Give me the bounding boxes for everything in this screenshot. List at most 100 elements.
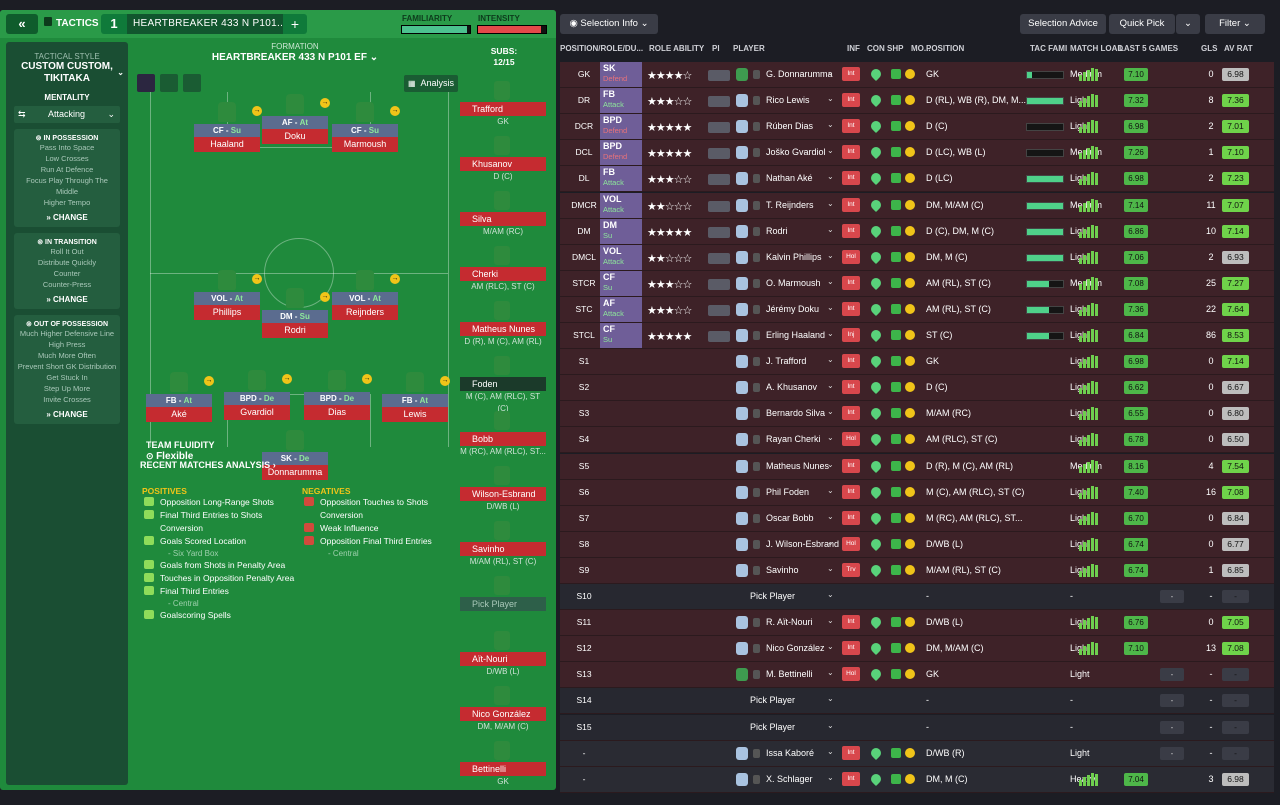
position-slot[interactable]: DL <box>578 173 590 184</box>
pick-player-dropdown[interactable]: Pick Player <box>750 721 796 732</box>
sub-name[interactable]: Nico González <box>460 707 546 721</box>
chevron-down-icon[interactable]: ⌄ <box>827 302 834 312</box>
sub-name[interactable]: Bobb <box>460 432 546 446</box>
position-slot[interactable]: S15 <box>576 721 592 732</box>
role-duty[interactable]: CF Su <box>600 270 642 296</box>
table-row[interactable]: S3 Bernardo Silva ⌄ Int M/AM (RC) Light 6.55 0 6… <box>560 401 1274 428</box>
column-header[interactable]: MATCH LOAD <box>1070 44 1124 53</box>
add-tactic-button[interactable]: + <box>283 14 307 34</box>
position-slot[interactable]: S7 <box>578 512 590 523</box>
column-header[interactable]: SHP <box>887 44 904 53</box>
chevron-down-icon[interactable]: ⌄ <box>827 772 834 782</box>
chevron-down-icon[interactable]: ⌄ <box>827 381 834 391</box>
player-name[interactable]: Issa Kaboré <box>766 747 815 758</box>
player-instructions-icon[interactable] <box>708 331 730 342</box>
player-name[interactable]: Rúben Dias <box>766 121 814 132</box>
position-slot[interactable]: S4 <box>578 434 590 445</box>
player-name[interactable]: Rico Lewis <box>766 95 810 106</box>
instruction-badge-icon[interactable]: → <box>252 274 262 284</box>
instruction-badge-icon[interactable]: → <box>320 292 330 302</box>
position-slot[interactable]: STCR <box>572 277 596 288</box>
sub-name[interactable]: Wilson-Esbrand <box>460 487 546 501</box>
position-slot[interactable]: DCL <box>575 147 593 158</box>
player-role[interactable]: CF - Su <box>332 124 398 137</box>
position-slot[interactable]: S11 <box>576 617 592 628</box>
position-slot[interactable]: S13 <box>576 669 592 680</box>
position-slot[interactable]: DMCR <box>571 199 597 210</box>
quick-pick-button[interactable]: Quick Pick <box>1109 14 1175 34</box>
change-button[interactable]: » CHANGE <box>46 410 88 419</box>
column-header[interactable]: ROLE ABILITY <box>649 44 705 53</box>
stats-icon[interactable] <box>160 74 178 92</box>
pitch-player[interactable]: FB - At Lewis <box>382 394 448 422</box>
pitch-player[interactable]: FB - At Aké <box>146 394 212 422</box>
tactic-slot-number[interactable]: 1 <box>101 14 127 34</box>
column-header[interactable]: CON <box>867 44 885 53</box>
chevron-down-icon[interactable]: ⌄ <box>827 459 834 469</box>
player-name[interactable]: Rodri <box>262 323 328 338</box>
position-slot[interactable]: DR <box>577 95 591 106</box>
chevron-down-icon[interactable]: ⌄ <box>827 329 834 338</box>
table-row[interactable]: S10 Pick Player ⌄ - - - - - <box>560 584 1274 610</box>
table-row[interactable]: DM DM Su ★★★★★ Rodri ⌄ Int D (C), DM, M (C) Ligh… <box>560 218 1274 245</box>
instruction-badge-icon[interactable]: → <box>362 374 372 384</box>
instruction-badge-icon[interactable]: → <box>282 374 292 384</box>
pitch-player[interactable]: CF - Su Haaland <box>194 124 260 152</box>
player-instructions-icon[interactable] <box>708 304 730 316</box>
table-row[interactable]: DL FB Attack ★★★☆☆ Nathan Aké ⌄ Int D (LC) Light… <box>560 166 1274 193</box>
column-header[interactable]: LAST 5 GAMES <box>1119 44 1179 53</box>
table-row[interactable]: DR FB Attack ★★★☆☆ Rico Lewis ⌄ Int D (RL), WB … <box>560 88 1274 115</box>
table-row[interactable]: - Issa Kaboré ⌄ Int D/WB (R) Light - - - <box>560 740 1274 767</box>
pitch-player[interactable]: DM - Su Rodri <box>262 310 328 338</box>
player-name[interactable]: Oscar Bobb <box>766 512 814 523</box>
change-button[interactable]: » CHANGE <box>46 295 88 304</box>
player-name[interactable]: Phil Foden <box>766 486 810 497</box>
chevron-down-icon[interactable]: ⌄ <box>827 720 834 730</box>
player-name[interactable]: Phillips <box>194 305 260 320</box>
pitch-player[interactable]: VOL - At Reijnders <box>332 292 398 320</box>
player-name[interactable]: Joško Gvardiol <box>766 147 826 158</box>
player-name[interactable]: Marmoush <box>332 137 398 152</box>
table-row[interactable]: S13 M. Bettinelli ⌄ Hol GK Light - - - <box>560 662 1274 689</box>
player-name[interactable]: J. Wilson-Esbrand <box>766 538 840 549</box>
table-row[interactable]: DMCR VOL Attack ★★☆☆☆ T. Reijnders ⌄ Int DM, M/… <box>560 192 1274 219</box>
chevron-down-icon[interactable]: ⌄ <box>827 172 834 182</box>
chevron-down-icon[interactable]: ⌄ <box>827 485 834 495</box>
player-role[interactable]: VOL - At <box>332 292 398 305</box>
instruction-badge-icon[interactable]: → <box>390 274 400 284</box>
table-row[interactable]: S7 Oscar Bobb ⌄ Int M (RC), AM (RLC), ST... L… <box>560 505 1274 532</box>
chevron-down-icon[interactable]: ⌄ <box>827 276 834 286</box>
sub-name[interactable]: Trafford <box>460 102 546 116</box>
table-row[interactable]: S11 R. Aït-Nouri ⌄ Int D/WB (L) Light 6.76 0 7.0… <box>560 610 1274 637</box>
tactical-style-value[interactable]: CUSTOM CUSTOM, TIKITAKA ⌄ <box>21 61 124 84</box>
table-row[interactable]: S8 J. Wilson-Esbrand ⌄ Hol D/WB (L) Light 6.74… <box>560 531 1274 558</box>
filter-dropdown[interactable]: Filter ⌄ <box>1205 14 1265 34</box>
chevron-down-icon[interactable]: ⌄ <box>827 537 834 547</box>
sub-name[interactable]: Aït-Nouri <box>460 652 546 666</box>
player-name[interactable]: A. Khusanov <box>766 382 818 393</box>
player-name[interactable]: Rayan Cherki <box>766 434 821 445</box>
sub-slot[interactable]: Nico González DM, M/AM (C) <box>460 686 546 733</box>
chevron-down-icon[interactable]: ⌄ <box>827 224 834 234</box>
formation-name-dropdown[interactable]: HEARTBREAKER 433 N P101 EF ⌄ <box>211 52 379 63</box>
role-duty[interactable]: BPD Defend <box>600 140 642 166</box>
table-row[interactable]: DCL BPD Defend ★★★★★ Joško Gvardiol ⌄ Int D (LC… <box>560 140 1274 167</box>
table-row[interactable]: STCL CF Su ★★★★★ Erling Haaland ⌄ Inj ST (C) Lig… <box>560 323 1274 349</box>
column-header[interactable]: INF <box>847 44 860 53</box>
player-instructions-icon[interactable] <box>708 96 730 108</box>
player-role[interactable]: VOL - At <box>194 292 260 305</box>
player-name[interactable]: Bernardo Silva <box>766 408 826 419</box>
player-name[interactable]: Rodri <box>766 225 788 236</box>
chevron-down-icon[interactable]: ⌄ <box>827 250 834 260</box>
instruction-badge-icon[interactable]: → <box>252 106 262 116</box>
chevron-down-icon[interactable]: ⌄ <box>827 68 834 77</box>
chevron-down-icon[interactable]: ⌄ <box>827 355 834 365</box>
player-instructions-icon[interactable] <box>708 148 730 160</box>
position-slot[interactable]: - <box>582 747 586 758</box>
position-slot[interactable]: S12 <box>576 643 592 654</box>
player-instructions-icon[interactable] <box>708 252 730 264</box>
sub-name[interactable]: Matheus Nunes <box>460 322 546 336</box>
position-slot[interactable]: S6 <box>578 486 590 497</box>
role-duty[interactable]: VOL Attack <box>600 192 642 218</box>
column-header[interactable]: TAC FAMI <box>1030 44 1068 53</box>
